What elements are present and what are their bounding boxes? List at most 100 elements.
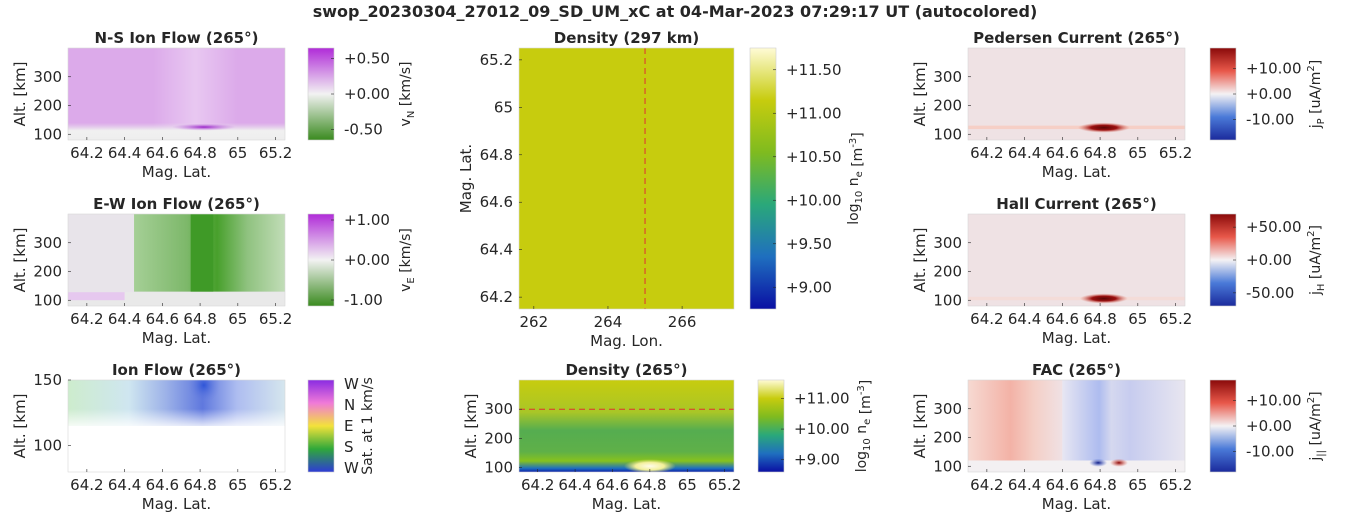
density-297km-xtick-label: 262: [520, 313, 549, 331]
ns-ion-flow-colorbar-label: vN [km/s]: [398, 62, 417, 127]
pedersen-current-ylabel: Alt. [km]: [911, 62, 929, 127]
fac-negative-sheet-mark: [1062, 380, 1185, 461]
pedersen-current-colorbar-tick-label: -10.00: [1246, 111, 1294, 129]
panel-fac: 64.2 64.4 64.6 64.8 65 65.2 100 200 300 FAC (265°…: [911, 361, 1327, 513]
hall-current-axes-frame: [967, 213, 1186, 307]
density-265-colorbar-gradient: [757, 379, 785, 473]
ns-ion-flow-xtick-label: 64.6: [146, 144, 179, 162]
hall-current-xtick-label: 64.4: [1008, 310, 1041, 328]
density-297km-colorbar-tick-label: +11.00: [786, 104, 842, 122]
density-297km-xlabel: Mag. Lon.: [590, 332, 663, 350]
pedersen-current-colorbar-tick-label: +0.00: [1246, 85, 1292, 103]
fac-xtick-label: 65: [1128, 476, 1147, 494]
panel-ew-ion-flow: 64.2 64.4 64.6 64.8 65 65.2 100 200 300 E-W Ion F…: [11, 195, 417, 347]
density-297km-ytick-label: 64.4: [480, 241, 513, 259]
hall-current-ytick-label: 300: [933, 234, 962, 252]
density-265-xtick-label: 65.2: [708, 476, 741, 494]
density-uniform-mark: [519, 48, 734, 309]
ion-flow-dir-xtick-label: 65: [228, 476, 247, 494]
density-297km-xtick-label: 266: [668, 313, 697, 331]
density-265-xtick-label: 64.8: [633, 476, 666, 494]
density-265-colorbar-label: log10 ne [m-3]: [854, 380, 874, 473]
density-297km-colorbar-tick-label: +10.50: [786, 148, 842, 166]
panel-ns-ion-flow: 64.2 64.4 64.6 64.8 65 65.2 100 200 300 N-S Ion F…: [11, 29, 417, 181]
fac-colorbar-tick-label: +10.00: [1246, 391, 1302, 409]
fac-colorbar-gradient: [1209, 379, 1237, 473]
ew-ion-flow-xlabel: Mag. Lat.: [142, 329, 211, 347]
fac-positive-sheet-mark: [968, 380, 1063, 461]
hall-layer-mark: [968, 296, 1185, 301]
ns-ion-flow-colorbar-gradient: [307, 47, 335, 141]
fac-colorbar-tick-label: +0.00: [1246, 417, 1292, 435]
ion-flow-dir-heatmap: [68, 380, 285, 472]
ew-eastward-mark: [68, 292, 125, 301]
pedersen-current-colorbar-tick-label: +10.00: [1246, 59, 1302, 77]
ion-flow-dir-colorbar-tick-label: N: [344, 396, 355, 414]
ion-flow-dir-colorbar-tick-label: S: [344, 438, 354, 456]
ns-ion-flow-ytick-label: 300: [33, 68, 62, 86]
panel-hall-current: 64.2 64.4 64.6 64.8 65 65.2 100 200 300 Hall Curr…: [911, 195, 1327, 347]
density-297km-ytick-label: 64.2: [480, 288, 513, 306]
density-297km-colorbar-gradient: [749, 47, 777, 310]
fac-colorbar-label: j|| [uA/m2]: [1306, 391, 1327, 461]
density-265-colorbar-tick-label: +11.00: [794, 389, 850, 407]
ew-ion-flow-colorbar-tick-label: -1.00: [344, 291, 383, 309]
pedersen-current-xtick-label: 64.8: [1083, 144, 1116, 162]
density-265-title: Density (265°): [565, 361, 687, 379]
hall-current-colorbar: +50.00 +0.00 -50.00 jH [uA/m2]: [1209, 213, 1327, 307]
density-265-ylabel: Alt. [km]: [462, 394, 480, 459]
ew-ion-flow-ytick-label: 200: [33, 263, 62, 281]
ion-flow-dir-colorbar-tick-label: W: [344, 459, 359, 477]
hall-background-mark: [968, 214, 1185, 306]
ns-ion-flow-xtick-label: 64.4: [108, 144, 141, 162]
ew-ion-flow-axes-frame: [67, 213, 286, 307]
density-297km-ytick-label: 64.8: [480, 146, 513, 164]
density-265-ytick-label: 100: [484, 459, 513, 477]
ion-flow-dir-title: Ion Flow (265°): [112, 361, 241, 379]
ns-ion-flow-heatmap: [68, 48, 285, 140]
ew-ion-flow-xtick-label: 64.2: [70, 310, 103, 328]
panel-density-297km: 262 264 266 64.2 64.4 64.6 64.8 65 65.2 Density (…: [457, 29, 866, 350]
panel-ion-flow-dir: 64.2 64.4 64.6 64.8 65 65.2 100 150 Ion Flow (26…: [11, 361, 376, 513]
density-265-xtick-label: 65: [678, 476, 697, 494]
hall-current-xlabel: Mag. Lat.: [1042, 329, 1111, 347]
fac-positive-peak-mark: [1109, 458, 1128, 467]
ew-ion-flow-ylabel: Alt. [km]: [11, 228, 29, 293]
fac-ytick-label: 100: [933, 457, 962, 475]
pedersen-background-mark: [968, 48, 1185, 140]
pedersen-current-xtick-label: 64.4: [1008, 144, 1041, 162]
pedersen-current-colorbar: +10.00 +0.00 -10.00 jP [uA/m2]: [1209, 47, 1327, 141]
ns-ion-flow-xtick-label: 65: [228, 144, 247, 162]
density-265-xtick-label: 64.6: [596, 476, 629, 494]
density-265-colorbar-tick-label: +10.00: [794, 420, 850, 438]
ew-ion-flow-colorbar-gradient: [307, 213, 335, 307]
ew-ion-flow-colorbar-tick-label: +0.00: [344, 251, 390, 269]
ns-ion-flow-axes-frame: [67, 47, 286, 141]
ns-ion-flow-ytick-label: 100: [33, 125, 62, 143]
density-297km-xtick-label: 264: [594, 313, 623, 331]
ns-ion-flow-colorbar-tick-label: +0.50: [344, 50, 390, 68]
ew-ion-flow-xtick-label: 65.2: [259, 310, 292, 328]
density-265-ytick-label: 300: [484, 400, 513, 418]
pedersen-current-ytick-label: 200: [933, 97, 962, 115]
hall-current-colorbar-tick-label: -50.00: [1246, 284, 1294, 302]
hall-current-ytick-label: 100: [933, 291, 962, 309]
ion-flow-dir-colorbar-tick-label: W: [344, 375, 359, 393]
hall-current-colorbar-tick-label: +0.00: [1246, 251, 1292, 269]
fac-heatmap: [968, 380, 1185, 472]
density-297km-title: Density (297 km): [554, 29, 699, 47]
pedersen-current-colorbar-label: jP [uA/m2]: [1306, 60, 1327, 129]
hall-current-xtick-label: 65.2: [1159, 310, 1192, 328]
pedersen-current-ytick-label: 300: [933, 68, 962, 86]
ion-flow-dir-xtick-label: 64.8: [183, 476, 216, 494]
density-297km-colorbar: +11.50 +11.00 +10.50 +10.00 +9.50 +9.00 log10 …: [749, 47, 866, 310]
density-265-colorbar: +11.00 +10.00 +9.00 log10 ne [m-3]: [757, 379, 874, 473]
density-297km-colorbar-tick-label: +11.50: [786, 61, 842, 79]
ion-flow-dir-xlabel: Mag. Lat.: [142, 495, 211, 513]
ion-flow-dir-xtick-label: 64.2: [70, 476, 103, 494]
ew-ion-flow-title: E-W Ion Flow (265°): [93, 195, 260, 213]
hall-current-xtick-label: 64.2: [970, 310, 1003, 328]
density-265-colorbar-tick-label: +9.00: [794, 451, 840, 469]
density-297km-ytick-label: 65: [494, 98, 513, 116]
